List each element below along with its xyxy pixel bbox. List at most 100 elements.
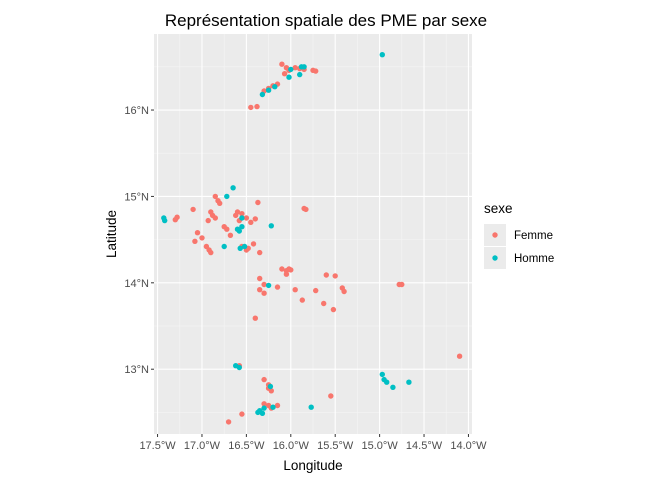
point-femme: [261, 376, 267, 383]
point-homme: [268, 223, 274, 229]
point-femme: [248, 219, 254, 225]
point-femme: [257, 249, 263, 256]
point-homme: [288, 66, 294, 73]
point-femme: [254, 103, 260, 110]
point-femme: [341, 288, 347, 295]
major-gridlines: [154, 34, 472, 434]
point-femme: [323, 272, 329, 278]
point-homme: [270, 404, 276, 410]
point-homme: [267, 383, 274, 390]
y-tick-label: 15°N: [124, 191, 149, 203]
y-tick-label: 14°N: [124, 278, 149, 290]
point-homme: [239, 224, 245, 230]
point-femme: [208, 249, 214, 256]
y-axis: 13°N 14°N 15°N 16°N: [124, 105, 154, 376]
point-homme: [255, 409, 261, 416]
point-femme: [233, 212, 239, 219]
point-femme: [212, 193, 218, 200]
point-femme: [199, 235, 205, 241]
point-femme: [292, 65, 298, 71]
point-femme: [288, 267, 294, 273]
point-femme: [283, 271, 290, 277]
point-femme: [250, 241, 257, 247]
point-femme: [252, 315, 258, 321]
legend-key-homme: [492, 255, 498, 261]
point-femme: [279, 266, 285, 272]
point-femme: [261, 281, 267, 288]
legend-key-femme: [492, 232, 498, 238]
point-homme: [308, 404, 314, 410]
point-homme: [379, 371, 385, 378]
point-homme: [259, 91, 266, 98]
legend-title: sexe: [484, 201, 513, 216]
point-femme: [261, 401, 267, 407]
point-homme: [286, 74, 292, 80]
point-femme: [224, 226, 230, 232]
point-femme: [257, 287, 263, 293]
point-homme: [390, 384, 396, 390]
x-tick-label: 14.5°W: [406, 440, 443, 452]
point-femme: [217, 200, 223, 206]
point-femme: [399, 281, 405, 288]
chart-title: Représentation spatiale des PME par sexe: [165, 11, 487, 30]
point-femme: [313, 68, 319, 74]
point-femme: [239, 211, 245, 217]
point-femme: [255, 199, 261, 206]
point-homme: [379, 52, 385, 58]
data-points: [161, 52, 463, 425]
point-homme: [301, 64, 307, 70]
point-femme: [205, 217, 211, 224]
legend-label-femme: Femme: [514, 230, 553, 242]
point-femme: [292, 287, 298, 293]
point-femme: [274, 402, 281, 409]
point-femme: [303, 206, 309, 213]
x-tick-label: 16.0°W: [273, 440, 310, 452]
point-homme: [162, 217, 168, 224]
y-tick-label: 16°N: [124, 105, 149, 117]
point-homme: [272, 84, 278, 90]
point-homme: [236, 364, 242, 371]
x-tick-label: 17.5°W: [139, 440, 176, 452]
x-axis-title: Longitude: [283, 458, 342, 473]
point-femme: [313, 287, 319, 294]
point-homme: [221, 243, 227, 250]
point-femme: [252, 216, 258, 222]
y-tick-label: 13°N: [124, 364, 149, 376]
point-homme: [259, 410, 266, 416]
point-femme: [257, 275, 263, 282]
point-femme: [190, 206, 196, 213]
point-femme: [194, 230, 201, 236]
point-homme: [237, 245, 243, 251]
point-homme: [265, 87, 272, 93]
point-femme: [192, 238, 198, 244]
point-homme: [265, 282, 272, 289]
legend-label-homme: Homme: [514, 253, 554, 265]
x-tick-label: 15.0°W: [362, 440, 399, 452]
point-femme: [225, 419, 232, 425]
point-femme: [321, 300, 327, 307]
x-axis: 17.5°W 17.0°W 16.5°W 16.0°W 15.5°W 15.0°W 14.5…: [139, 434, 487, 452]
legend: sexe Femme Homme: [484, 201, 554, 269]
point-homme: [406, 379, 412, 385]
minor-gridlines: [154, 34, 472, 434]
point-homme: [241, 243, 248, 250]
y-axis-title: Latitude: [104, 210, 119, 258]
point-femme: [330, 306, 337, 313]
point-femme: [299, 297, 305, 303]
point-homme: [261, 405, 267, 411]
point-femme: [174, 214, 180, 220]
point-homme: [384, 379, 390, 385]
point-homme: [239, 215, 245, 221]
x-tick-label: 16.5°W: [228, 440, 265, 452]
x-tick-label: 14.0°W: [450, 440, 487, 452]
point-femme: [268, 388, 274, 394]
point-femme: [248, 104, 254, 111]
point-femme: [328, 393, 334, 399]
point-femme: [243, 215, 250, 221]
point-homme: [224, 193, 230, 200]
point-homme: [230, 185, 236, 191]
point-femme: [456, 353, 463, 359]
x-tick-label: 17.0°W: [184, 440, 221, 452]
point-homme: [236, 228, 242, 234]
